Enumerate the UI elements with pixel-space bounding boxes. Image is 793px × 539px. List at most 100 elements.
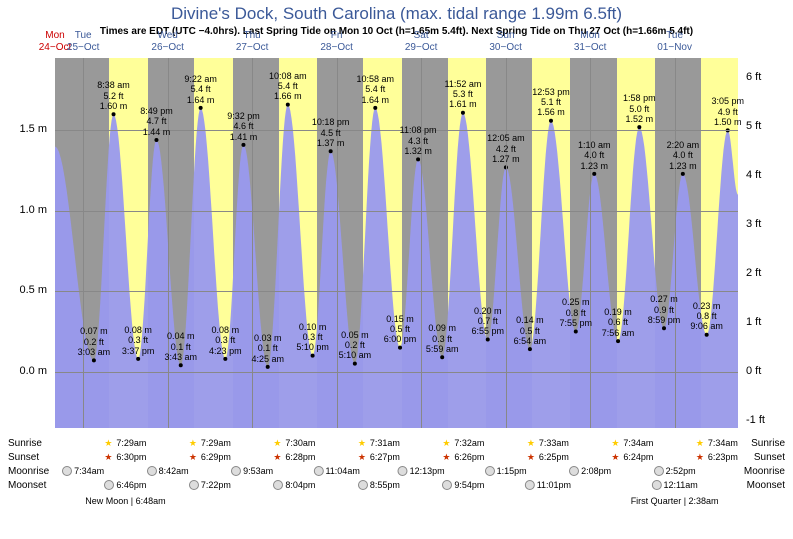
sun-icon: ★ xyxy=(358,438,368,448)
tide-extremum-dot xyxy=(461,111,465,115)
astro-item: 6:46pm xyxy=(104,480,146,490)
date-label: Tue25−Oct xyxy=(67,30,100,54)
tide-extremum-dot xyxy=(616,339,620,343)
moon-icon xyxy=(358,480,368,490)
astro-item: ★6:28pm xyxy=(273,452,315,462)
tide-extremum-dot xyxy=(662,326,666,330)
tide-extremum-dot xyxy=(136,357,140,361)
tide-extremum-dot xyxy=(398,346,402,350)
sunset-icon: ★ xyxy=(442,452,452,462)
tide-extremum-dot xyxy=(112,112,116,116)
gridline-h xyxy=(55,291,738,292)
astro-item: 7:22pm xyxy=(189,480,231,490)
astro-time: 11:04am xyxy=(325,466,359,476)
tide-extremum-dot xyxy=(440,355,444,359)
astro-area: SunriseSunrise★7:29am★7:29am★7:30am★7:31… xyxy=(0,432,793,532)
astro-time: 8:42am xyxy=(159,466,189,476)
astro-time: 7:34am xyxy=(74,466,104,476)
astro-item: ★7:29am xyxy=(189,438,231,448)
astro-time: 7:33am xyxy=(539,438,569,448)
astro-time: 6:28pm xyxy=(285,452,315,462)
sunset-icon: ★ xyxy=(696,452,706,462)
sun-icon: ★ xyxy=(611,438,621,448)
astro-row-sunrise: SunriseSunrise★7:29am★7:29am★7:30am★7:31… xyxy=(0,438,793,452)
tide-extremum-dot xyxy=(223,357,227,361)
astro-time: 7:31am xyxy=(370,438,400,448)
y-tick-left: 0.0 m xyxy=(19,365,47,377)
plot-area xyxy=(55,58,738,428)
tide-extremum-dot xyxy=(681,172,685,176)
astro-item: ★6:23pm xyxy=(696,452,738,462)
astro-item: 11:01pm xyxy=(525,480,571,490)
astro-time: 6:46pm xyxy=(116,480,146,490)
sunset-icon: ★ xyxy=(358,452,368,462)
tide-extremum-dot xyxy=(416,157,420,161)
astro-item: 8:04pm xyxy=(273,480,315,490)
astro-item: ★6:27pm xyxy=(358,452,400,462)
y-axis-left: 0.0 m0.5 m1.0 m1.5 m xyxy=(0,58,55,428)
astro-row-moonset: MoonsetMoonset6:46pm7:22pm8:04pm8:55pm9:… xyxy=(0,480,793,494)
chart-title: Divine's Dock, South Carolina (max. tida… xyxy=(0,0,793,24)
astro-item: ★7:31am xyxy=(358,438,400,448)
y-tick-right: 1 ft xyxy=(746,316,761,328)
astro-row-label: Sunset xyxy=(754,452,785,463)
astro-item: 11:04am xyxy=(313,466,359,476)
astro-time: 7:29am xyxy=(201,438,231,448)
astro-time: 9:53am xyxy=(243,466,273,476)
astro-row-label: Moonrise xyxy=(744,466,785,477)
y-tick-right: 3 ft xyxy=(746,218,761,230)
astro-time: 6:25pm xyxy=(539,452,569,462)
astro-time: 7:34am xyxy=(708,438,738,448)
sunset-icon: ★ xyxy=(527,452,537,462)
sunset-icon: ★ xyxy=(104,452,114,462)
astro-item: 8:42am xyxy=(147,466,189,476)
moon-icon xyxy=(62,466,72,476)
astro-row-sunset: SunsetSunset★6:30pm★6:29pm★6:28pm★6:27pm… xyxy=(0,452,793,466)
date-label: Tue01−Nov xyxy=(657,30,692,54)
moon-icon xyxy=(485,466,495,476)
astro-time: 7:29am xyxy=(116,438,146,448)
y-tick-right: 5 ft xyxy=(746,120,761,132)
y-tick-right: 2 ft xyxy=(746,267,761,279)
astro-item: 1:15pm xyxy=(485,466,527,476)
astro-item: 9:54pm xyxy=(442,480,484,490)
date-label: Mon31−Oct xyxy=(574,30,607,54)
moon-phase-label: New Moon | 6:48am xyxy=(85,496,165,506)
astro-row-label: Moonrise xyxy=(8,466,49,477)
moon-icon xyxy=(313,466,323,476)
x-axis-dates: Mon24−OctTue25−OctWed26−OctThu27−OctFri2… xyxy=(55,30,738,58)
astro-item: ★7:32am xyxy=(442,438,484,448)
gridline-h xyxy=(55,372,738,373)
gridline-h xyxy=(55,130,738,131)
tide-extremum-dot xyxy=(574,329,578,333)
astro-time: 8:04pm xyxy=(285,480,315,490)
tide-chart: Divine's Dock, South Carolina (max. tida… xyxy=(0,0,793,539)
astro-item: ★6:25pm xyxy=(527,452,569,462)
astro-time: 12:13pm xyxy=(410,466,445,476)
astro-time: 7:34am xyxy=(623,438,653,448)
moon-icon xyxy=(569,466,579,476)
sunset-icon: ★ xyxy=(611,452,621,462)
gridline-h xyxy=(55,211,738,212)
astro-row-moonrise: Moonrise Moonrise 7:34am 8:42am 9:53am 11:04a… xyxy=(0,466,793,480)
y-axis-right: -1 ft0 ft1 ft2 ft3 ft4 ft5 ft6 ft xyxy=(738,58,793,428)
sun-icon: ★ xyxy=(189,438,199,448)
astro-time: 7:32am xyxy=(454,438,484,448)
moon-icon xyxy=(273,480,283,490)
tide-extremum-dot xyxy=(241,143,245,147)
astro-item: ★7:34am xyxy=(611,438,653,448)
astro-item: 9:53am xyxy=(231,466,273,476)
astro-time: 12:11am xyxy=(663,480,697,490)
tide-extremum-dot xyxy=(199,106,203,110)
y-tick-right: -1 ft xyxy=(746,414,765,426)
y-tick-right: 6 ft xyxy=(746,71,761,83)
tide-extremum-dot xyxy=(92,358,96,362)
tide-extremum-dot xyxy=(311,354,315,358)
date-label: Sun30−Oct xyxy=(489,30,522,54)
tide-extremum-dot xyxy=(329,149,333,153)
astro-time: 6:24pm xyxy=(623,452,653,462)
astro-time: 11:01pm xyxy=(537,480,571,490)
astro-item: 7:34am xyxy=(62,466,104,476)
moon-icon xyxy=(398,466,408,476)
moon-icon xyxy=(651,480,661,490)
